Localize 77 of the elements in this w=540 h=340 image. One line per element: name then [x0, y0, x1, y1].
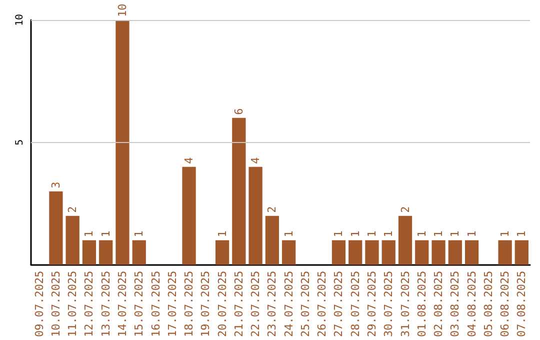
- data-label: 1: [465, 230, 478, 238]
- bar: [348, 240, 362, 265]
- x-tick-label: 21.07.2025: [232, 270, 246, 338]
- bar: [49, 191, 63, 265]
- bar: [332, 240, 346, 265]
- bar: [116, 20, 130, 265]
- bar: [415, 240, 429, 265]
- data-label: 1: [216, 230, 229, 238]
- data-label: 1: [348, 230, 362, 238]
- data-label: 1: [448, 230, 462, 238]
- x-tick-label: 26.07.2025: [316, 270, 329, 338]
- data-label: 2: [398, 206, 412, 213]
- data-label: 3: [49, 182, 62, 188]
- data-label: 1: [515, 230, 528, 238]
- bar: [265, 216, 280, 265]
- data-label: 4: [249, 156, 262, 164]
- bar: [282, 240, 296, 265]
- x-tick-label: 11.07.2025: [66, 270, 80, 338]
- bar: [464, 240, 479, 265]
- bar: [448, 240, 462, 265]
- bar: [82, 240, 96, 265]
- bar: [215, 240, 230, 265]
- x-tick-label: 19.07.2025: [199, 270, 212, 338]
- x-tick-label: 16.07.2025: [149, 270, 162, 338]
- x-tick-label: 24.07.2025: [282, 270, 296, 338]
- x-tick-label: 02.08.2025: [432, 270, 446, 338]
- x-tick-label: 14.07.2025: [116, 270, 129, 338]
- bar: [432, 240, 446, 265]
- x-tick-label: 27.07.2025: [332, 270, 346, 338]
- data-label: 2: [266, 206, 279, 213]
- data-label: 4: [182, 156, 196, 164]
- x-tick-label: 05.08.2025: [482, 270, 495, 338]
- data-label: 1: [332, 230, 346, 238]
- bar: [398, 216, 412, 265]
- bar: [182, 166, 196, 265]
- data-label: 1: [365, 230, 378, 238]
- x-tick-label: 20.07.2025: [216, 270, 229, 338]
- data-label: 10: [116, 4, 129, 17]
- x-tick-label: 07.08.2025: [515, 270, 528, 338]
- x-tick-label: 30.07.2025: [382, 270, 396, 338]
- data-label: 2: [66, 206, 80, 213]
- x-tick-label: 03.08.2025: [448, 270, 462, 338]
- data-label: 1: [99, 230, 112, 238]
- data-label: 1: [498, 230, 512, 238]
- x-tick-label: 29.07.2025: [365, 270, 378, 338]
- x-tick-label: 15.07.2025: [132, 270, 146, 338]
- x-tick-label: 13.07.2025: [99, 270, 112, 338]
- data-label: 1: [432, 230, 446, 238]
- y-tick-label: 5: [14, 139, 26, 146]
- x-tick-label: 23.07.2025: [266, 270, 279, 338]
- bar: [132, 240, 146, 265]
- x-tick-label: 31.07.2025: [398, 270, 412, 338]
- data-label: 1: [82, 230, 96, 238]
- data-label: 6: [232, 108, 246, 115]
- bar: [66, 216, 80, 265]
- x-tick-label: 22.07.2025: [249, 270, 262, 338]
- bar: [382, 240, 396, 265]
- x-tick-label: 04.08.2025: [465, 270, 478, 338]
- data-label: 1: [415, 230, 428, 238]
- bar: [232, 118, 246, 265]
- x-tick-label: 10.07.2025: [49, 270, 62, 338]
- x-tick-label: 06.08.2025: [498, 270, 512, 338]
- x-tick-label: 18.07.2025: [182, 270, 196, 338]
- x-tick-label: 09.07.2025: [32, 270, 46, 338]
- bar: [498, 240, 512, 265]
- x-tick-label: 01.08.2025: [415, 270, 428, 338]
- bar: [99, 240, 113, 265]
- x-tick-label: 28.07.2025: [348, 270, 362, 338]
- x-tick-label: 17.07.2025: [166, 270, 179, 338]
- bar: [365, 240, 379, 265]
- data-label: 1: [382, 230, 396, 238]
- data-label: 1: [282, 230, 296, 238]
- bar: [514, 240, 529, 265]
- x-tick-label: 25.07.2025: [298, 270, 312, 338]
- data-label: 1: [132, 230, 146, 238]
- bar: [248, 166, 262, 265]
- x-tick-label: 12.07.2025: [82, 270, 96, 338]
